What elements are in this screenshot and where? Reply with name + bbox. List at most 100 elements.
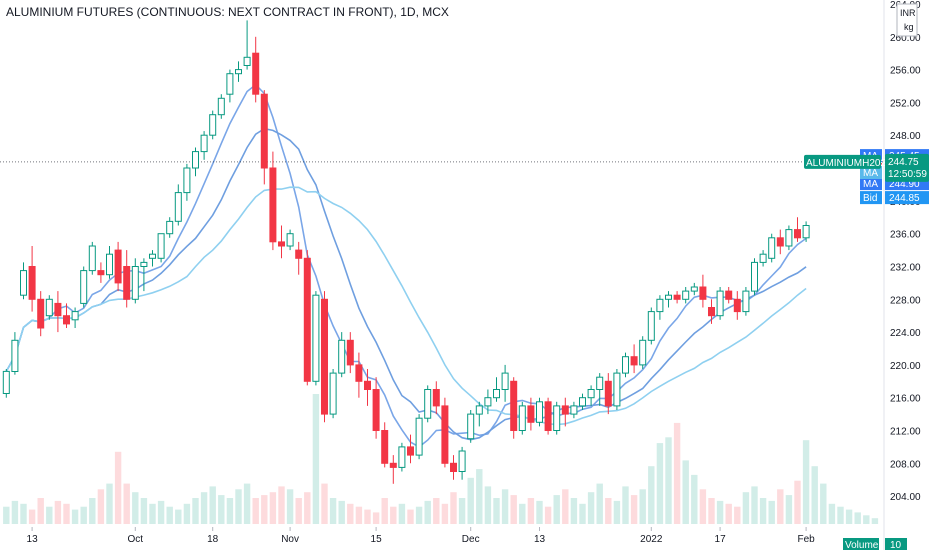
candle[interactable] bbox=[690, 282, 698, 296]
candle[interactable] bbox=[544, 397, 552, 435]
candle[interactable] bbox=[114, 241, 122, 292]
candle[interactable] bbox=[389, 455, 397, 484]
candle[interactable] bbox=[71, 307, 79, 329]
candle[interactable] bbox=[63, 303, 70, 328]
candle[interactable] bbox=[97, 262, 105, 283]
candle[interactable] bbox=[45, 295, 53, 320]
candle[interactable] bbox=[217, 94, 225, 119]
candle[interactable] bbox=[28, 246, 36, 312]
candle[interactable] bbox=[742, 287, 750, 316]
candle[interactable] bbox=[794, 217, 801, 242]
candle[interactable] bbox=[286, 229, 294, 251]
candle[interactable] bbox=[295, 241, 303, 275]
candle[interactable] bbox=[647, 307, 655, 345]
candle[interactable] bbox=[579, 393, 586, 410]
candle[interactable] bbox=[510, 377, 518, 439]
candle[interactable] bbox=[200, 131, 208, 160]
candle[interactable] bbox=[252, 36, 260, 103]
candle[interactable] bbox=[166, 217, 174, 238]
candle[interactable] bbox=[802, 221, 810, 242]
candle[interactable] bbox=[415, 414, 423, 460]
candle[interactable] bbox=[458, 446, 466, 480]
candle[interactable] bbox=[329, 369, 337, 419]
currency-box[interactable] bbox=[896, 3, 918, 37]
candle[interactable] bbox=[596, 373, 604, 406]
candle[interactable] bbox=[183, 163, 191, 201]
candle[interactable] bbox=[441, 397, 449, 468]
candle[interactable] bbox=[312, 291, 320, 386]
candle[interactable] bbox=[604, 373, 612, 415]
candle[interactable] bbox=[639, 336, 647, 369]
candle[interactable] bbox=[768, 233, 776, 263]
candle[interactable] bbox=[733, 291, 741, 320]
candle[interactable] bbox=[501, 364, 509, 402]
time-axis[interactable]: 13 Oct 18 Nov 15 Dec 13 2022 17 Feb bbox=[27, 527, 816, 545]
candle[interactable] bbox=[321, 291, 328, 423]
candle[interactable] bbox=[424, 385, 432, 423]
candle[interactable] bbox=[527, 397, 535, 431]
candle[interactable] bbox=[432, 381, 440, 415]
candle[interactable] bbox=[776, 229, 784, 255]
candle[interactable] bbox=[269, 151, 277, 251]
candle[interactable] bbox=[398, 442, 406, 472]
candle[interactable] bbox=[20, 262, 27, 300]
candle[interactable] bbox=[346, 332, 354, 374]
candle[interactable] bbox=[656, 295, 664, 320]
candle[interactable] bbox=[759, 250, 767, 267]
candle[interactable] bbox=[157, 233, 165, 263]
candle[interactable] bbox=[2, 369, 10, 398]
price-axis[interactable]: 264.00260.00256.00252.00248.00244.00240.… bbox=[890, 0, 921, 503]
candle[interactable] bbox=[355, 352, 363, 398]
candle[interactable] bbox=[106, 246, 113, 279]
candle[interactable] bbox=[243, 20, 251, 70]
candle[interactable] bbox=[54, 291, 62, 333]
candle[interactable] bbox=[475, 401, 483, 427]
candle[interactable] bbox=[708, 299, 715, 324]
candle[interactable] bbox=[553, 401, 561, 435]
candle[interactable] bbox=[364, 369, 371, 406]
candle[interactable] bbox=[88, 241, 96, 275]
candle[interactable] bbox=[131, 258, 139, 304]
candle[interactable] bbox=[149, 250, 156, 267]
candle[interactable] bbox=[226, 69, 234, 103]
candle[interactable] bbox=[174, 184, 182, 226]
candle[interactable] bbox=[381, 422, 389, 468]
candle[interactable] bbox=[260, 90, 268, 185]
candle[interactable] bbox=[80, 266, 88, 308]
candle[interactable] bbox=[587, 385, 595, 406]
candle[interactable] bbox=[140, 258, 148, 292]
candle[interactable] bbox=[338, 332, 346, 378]
candle[interactable] bbox=[561, 397, 569, 427]
candle[interactable] bbox=[11, 332, 19, 375]
candle[interactable] bbox=[725, 287, 733, 304]
candles[interactable] bbox=[2, 20, 810, 484]
candle[interactable] bbox=[372, 377, 380, 439]
candle[interactable] bbox=[665, 291, 672, 308]
candle[interactable] bbox=[622, 352, 629, 378]
candle[interactable] bbox=[123, 250, 131, 308]
candle[interactable] bbox=[209, 110, 217, 140]
candle[interactable] bbox=[630, 344, 638, 374]
candle[interactable] bbox=[785, 225, 793, 251]
candle[interactable] bbox=[699, 274, 707, 308]
candle[interactable] bbox=[613, 369, 621, 410]
candle[interactable] bbox=[407, 434, 414, 464]
candle[interactable] bbox=[570, 401, 578, 419]
candle[interactable] bbox=[716, 287, 724, 320]
candle[interactable] bbox=[536, 397, 543, 427]
candle[interactable] bbox=[682, 287, 690, 304]
candle[interactable] bbox=[450, 455, 457, 480]
candle[interactable] bbox=[467, 410, 475, 443]
candle[interactable] bbox=[493, 377, 500, 402]
candle[interactable] bbox=[235, 61, 242, 82]
candle[interactable] bbox=[192, 147, 199, 177]
candle[interactable] bbox=[303, 250, 311, 386]
candle[interactable] bbox=[751, 258, 758, 296]
candle[interactable] bbox=[484, 389, 492, 415]
candle[interactable] bbox=[673, 291, 681, 304]
candle[interactable] bbox=[37, 291, 45, 337]
volume-bar bbox=[682, 460, 689, 524]
candle[interactable] bbox=[518, 401, 526, 435]
candle[interactable] bbox=[278, 225, 285, 259]
